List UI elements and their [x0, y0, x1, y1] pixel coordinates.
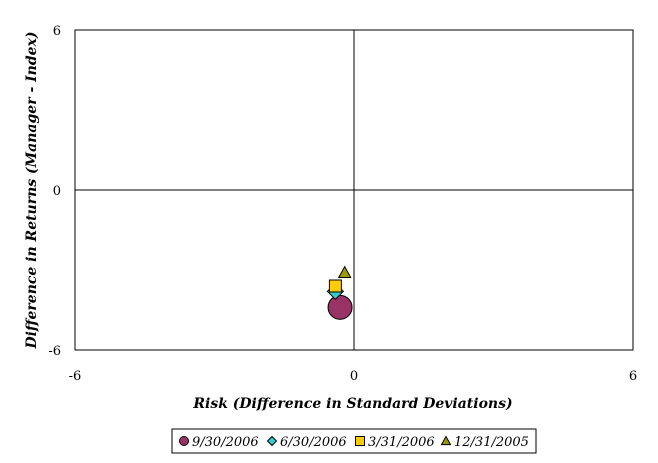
data-point-square	[328, 279, 342, 293]
legend-box	[171, 428, 537, 454]
y-tick-label-bottom: -6	[48, 344, 61, 359]
legend-marker-circle	[179, 436, 189, 446]
data-point-circle	[327, 294, 353, 320]
legend-label: 6/30/2006	[280, 435, 347, 450]
y-axis-title: Difference in Returns (Manager - Index)	[24, 31, 40, 349]
y-tick-label-top: 6	[53, 24, 61, 39]
data-point-triangle	[337, 265, 352, 278]
x-tick-label-right: 6	[629, 369, 637, 384]
legend-label: 3/31/2006	[368, 435, 435, 450]
y-tick-label-mid: 0	[53, 184, 61, 199]
legend-marker-square	[355, 436, 365, 446]
legend-marker-triangle	[440, 435, 452, 446]
legend: 9/30/2006 6/30/2006 3/31/2006 12/31/2005	[179, 435, 529, 450]
legend-label: 12/31/2005	[454, 435, 529, 450]
legend-marker-diamond	[266, 435, 278, 447]
x-tick-label-left: -6	[69, 369, 82, 384]
x-axis-title: Risk (Difference in Standard Deviations)	[192, 396, 512, 412]
data-markers	[326, 265, 353, 320]
legend-label: 9/30/2006	[192, 435, 259, 450]
x-tick-label-mid: 0	[350, 369, 358, 384]
